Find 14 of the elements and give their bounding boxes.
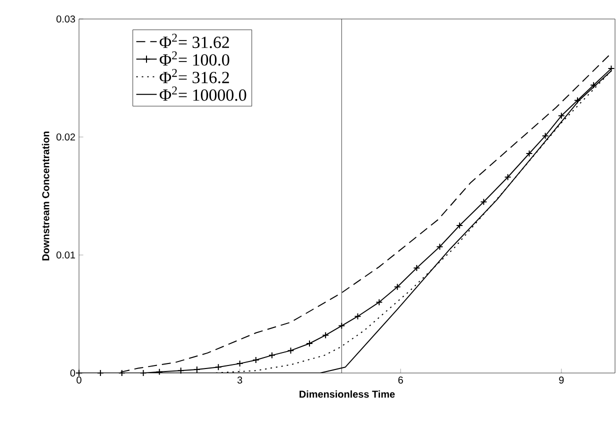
y-axis-title: Downstream Concentration [42, 132, 50, 260]
y-tick-label: 0.01 [56, 251, 75, 259]
x-tick-label: 3 [237, 376, 242, 384]
y-tick-label: 0.02 [56, 133, 75, 141]
legend-label: Φ$^{2}$= 100.0 [160, 51, 230, 66]
y-tick-label: 0.03 [56, 15, 76, 23]
legend-label: Φ$^{2}$= 31.62 [160, 34, 229, 48]
legend-label: Φ$^{2}$= 10000.0 [160, 86, 246, 101]
y-tick-label: 0 [70, 369, 76, 377]
x-tick-label: 9 [559, 376, 564, 384]
x-axis-title: Dimensionless Time [300, 390, 395, 398]
legend-label: Φ$^{2}$= 316.2 [160, 68, 229, 84]
x-tick-label: 0 [76, 376, 82, 384]
x-tick-label: 6 [398, 376, 403, 384]
